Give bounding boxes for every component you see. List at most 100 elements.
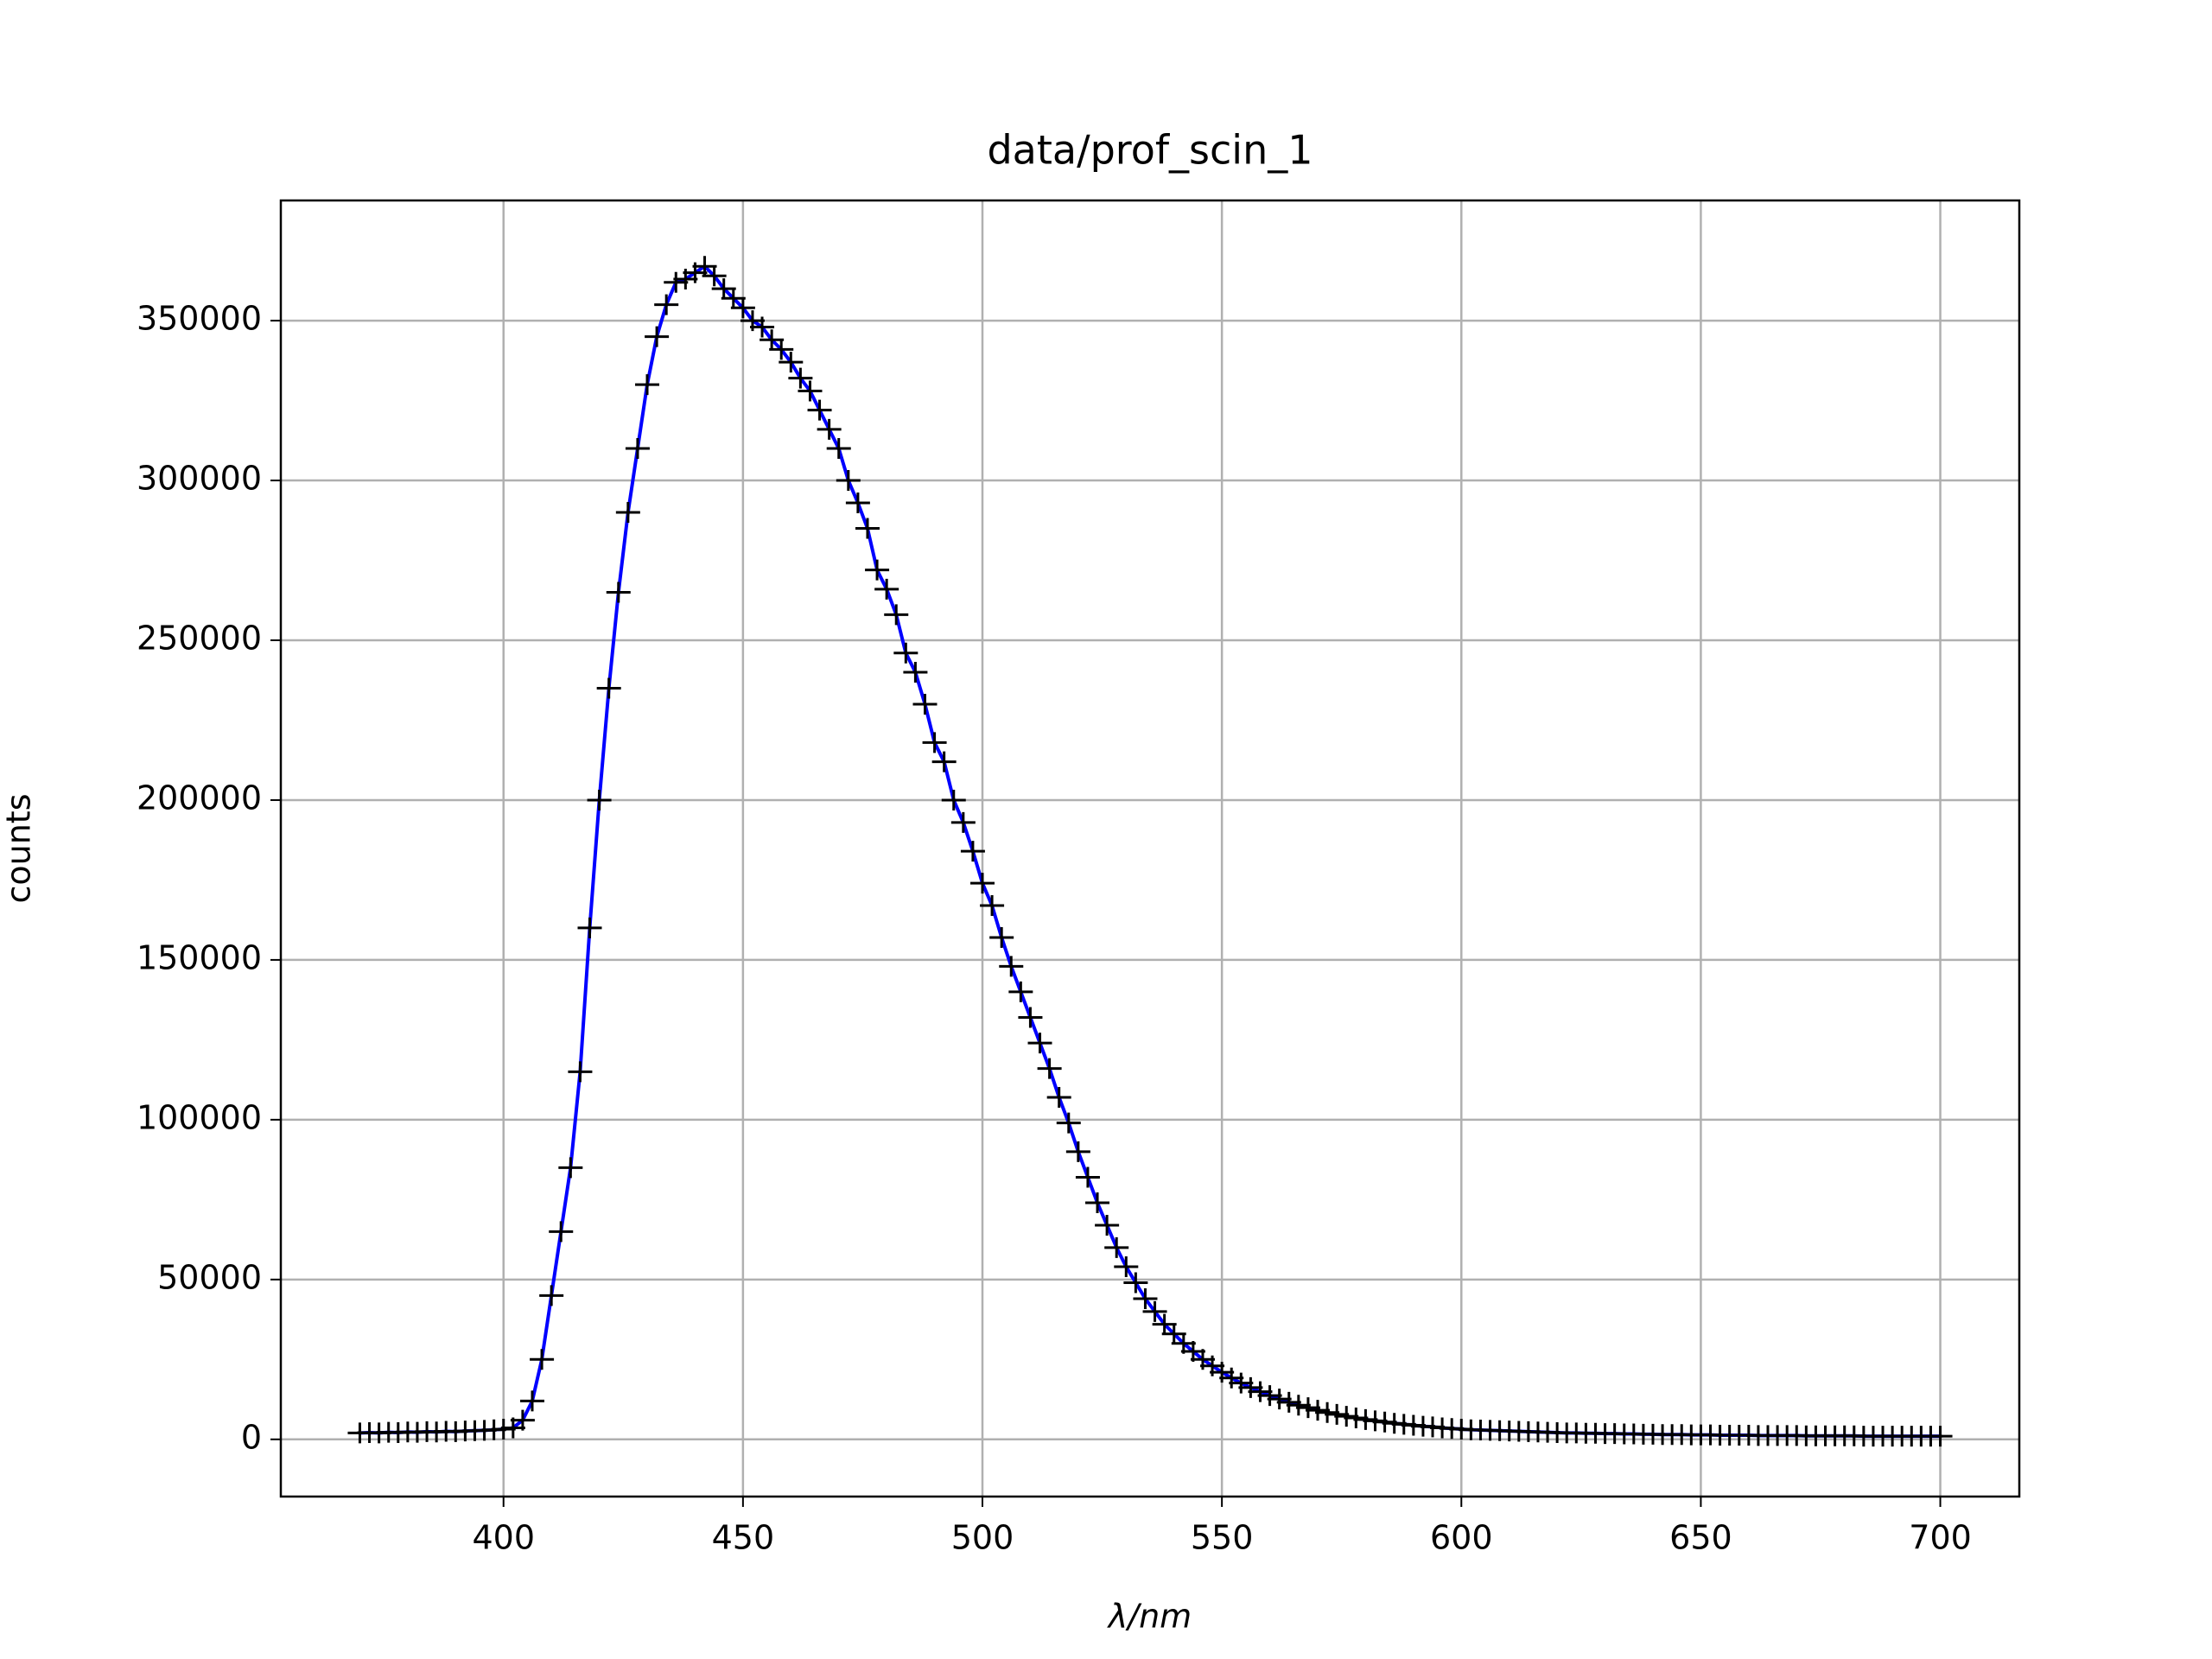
data-marker xyxy=(769,339,794,360)
data-marker xyxy=(615,502,640,524)
data-marker xyxy=(750,316,775,338)
data-marker xyxy=(1161,1323,1186,1344)
y-tick-label: 350000 xyxy=(137,300,262,338)
data-marker xyxy=(1114,1256,1139,1278)
data-marker xyxy=(855,518,880,539)
data-marker xyxy=(893,642,918,664)
data-marker xyxy=(1267,1389,1292,1410)
data-marker xyxy=(635,374,660,396)
data-marker xyxy=(912,693,938,715)
data-marker xyxy=(922,732,947,753)
data-marker xyxy=(1229,1372,1254,1394)
y-tick-label: 250000 xyxy=(137,620,262,658)
data-marker xyxy=(596,677,621,699)
data-marker xyxy=(1928,1426,1953,1447)
x-tick-label: 700 xyxy=(1909,1519,1972,1557)
x-tick-label: 600 xyxy=(1430,1519,1493,1557)
x-tick-label: 400 xyxy=(472,1519,535,1557)
y-axis-label: counts xyxy=(0,793,38,903)
data-marker xyxy=(702,265,727,287)
data-marker xyxy=(1344,1408,1369,1428)
data-marker xyxy=(654,294,679,315)
data-marker xyxy=(1123,1272,1148,1294)
data-marker xyxy=(664,271,689,293)
data-marker xyxy=(817,418,842,440)
data-marker xyxy=(587,789,612,810)
data-marker xyxy=(692,256,717,277)
y-tick-label: 300000 xyxy=(137,460,262,498)
data-marker xyxy=(779,352,804,373)
y-tick-label: 100000 xyxy=(137,1098,262,1136)
data-marker xyxy=(1142,1300,1167,1322)
data-marker xyxy=(558,1157,583,1179)
y-tick-label: 150000 xyxy=(137,938,262,976)
data-marker xyxy=(884,604,909,626)
data-marker xyxy=(845,492,870,513)
data-marker xyxy=(1027,1033,1052,1054)
data-marker xyxy=(1238,1376,1263,1398)
data-marker xyxy=(1152,1313,1177,1335)
data-marker xyxy=(1037,1058,1062,1079)
data-marker xyxy=(874,578,899,600)
data-marker xyxy=(760,329,785,351)
data-marker xyxy=(1295,1397,1320,1419)
data-marker xyxy=(711,278,736,300)
data-marker xyxy=(1276,1391,1301,1413)
x-axis-label: λ/nm xyxy=(1107,1598,1192,1636)
data-marker xyxy=(1257,1385,1282,1407)
data-marker xyxy=(1305,1400,1330,1421)
data-marker xyxy=(1133,1288,1158,1310)
plot-frame xyxy=(279,199,2021,1498)
x-tick-label: 500 xyxy=(951,1519,1014,1557)
data-marker xyxy=(1056,1112,1081,1134)
x-tick-label: 550 xyxy=(1191,1519,1254,1557)
data-marker xyxy=(798,380,823,402)
data-marker xyxy=(807,399,832,421)
data-marker xyxy=(625,438,650,460)
data-marker xyxy=(1065,1141,1090,1162)
data-marker xyxy=(1248,1381,1273,1402)
data-marker xyxy=(1325,1403,1350,1425)
data-marker xyxy=(826,438,851,460)
data-marker xyxy=(1008,981,1033,1002)
chart-title: data/prof_scin_1 xyxy=(987,127,1313,174)
data-marker xyxy=(1046,1086,1071,1108)
data-marker xyxy=(999,956,1024,977)
data-marker xyxy=(1104,1236,1129,1258)
data-marker xyxy=(721,288,746,309)
data-marker xyxy=(950,811,976,833)
data-marker xyxy=(645,326,670,347)
data-marker xyxy=(1315,1402,1340,1423)
data-marker xyxy=(788,367,813,389)
data-marker xyxy=(970,873,995,894)
data-marker xyxy=(1085,1192,1110,1214)
data-marker xyxy=(568,1061,593,1083)
data-marker xyxy=(903,661,928,683)
y-tick-label: 50000 xyxy=(157,1258,262,1296)
data-marker xyxy=(730,297,755,319)
data-marker xyxy=(1286,1395,1311,1416)
data-marker xyxy=(1334,1406,1359,1427)
data-marker xyxy=(941,789,966,810)
data-marker xyxy=(519,1390,544,1412)
data-marker xyxy=(530,1349,555,1370)
data-marker xyxy=(549,1221,574,1243)
data-marker xyxy=(1018,1007,1043,1028)
y-tick-label: 0 xyxy=(241,1418,262,1456)
data-marker xyxy=(980,895,1005,917)
x-tick-label: 450 xyxy=(712,1519,775,1557)
data-marker xyxy=(1219,1367,1244,1389)
y-tick-label: 200000 xyxy=(137,779,262,817)
data-marker xyxy=(865,559,890,581)
data-marker xyxy=(989,927,1014,949)
data-marker xyxy=(1075,1166,1100,1188)
data-marker xyxy=(1095,1214,1120,1236)
data-marker xyxy=(539,1285,564,1306)
data-marker xyxy=(836,470,861,492)
data-marker xyxy=(931,751,957,772)
data-marker xyxy=(510,1409,535,1431)
data-marker xyxy=(577,917,602,938)
